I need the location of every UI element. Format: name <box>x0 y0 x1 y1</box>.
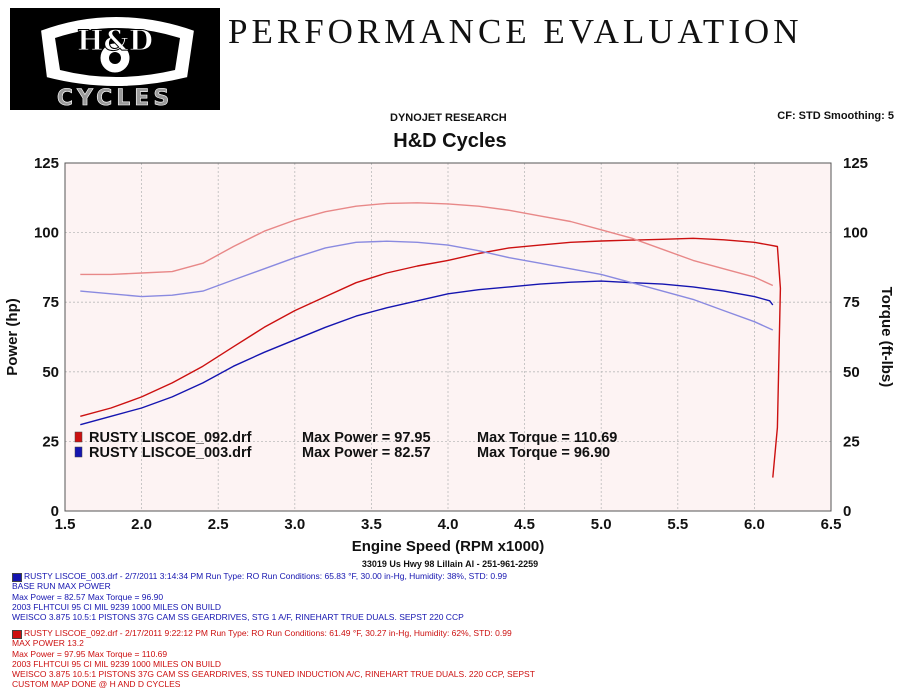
dynojet-label: DYNOJET RESEARCH <box>390 112 507 124</box>
y-tick-label-right: 100 <box>843 225 868 242</box>
legend-max-power: Max Power = 82.57 <box>302 445 431 461</box>
run-note-line: CUSTOM MAP DONE @ H AND D CYCLES <box>12 679 181 690</box>
x-tick-label: 6.5 <box>821 516 842 533</box>
y-tick-label-left: 125 <box>34 155 59 172</box>
legend-swatch <box>74 446 83 458</box>
y-tick-label-right: 0 <box>843 503 851 520</box>
legend-max-power: Max Power = 97.95 <box>302 430 431 446</box>
y-tick-label-left: 0 <box>51 503 59 520</box>
axis-ticks: 1.5 2.0 2.5 3.0 3.5 4.0 4.5 5.0 5.5 6.0 6.50 025 255… <box>34 155 868 533</box>
run-note-line: Max Power = 97.95 Max Torque = 110.69 <box>12 648 168 659</box>
x-tick-label: 1.5 <box>55 516 76 533</box>
x-tick-label: 5.0 <box>591 516 612 533</box>
y-tick-label-right: 125 <box>843 155 868 172</box>
shop-address: 33019 Us Hwy 98 Lillain Al - 251-961-225… <box>361 559 539 569</box>
run-notes-blue: RUSTY LISCOE_003.drf - 2/7/2011 3:14:34 … <box>12 571 507 622</box>
series-layer <box>80 202 782 478</box>
legend-max-torque: Max Torque = 96.90 <box>477 445 610 461</box>
run-swatch-blue <box>12 573 22 582</box>
legend-max-torque: Max Torque = 110.69 <box>477 430 617 446</box>
x-tick-label: 4.5 <box>514 516 535 533</box>
logo-bottom-text: CYCLES <box>57 86 173 110</box>
run-note-line: WEISCO 3.875 10.5:1 PISTONS 37G CAM SS G… <box>12 612 464 623</box>
y-tick-label-left: 75 <box>42 294 59 311</box>
run-note-line: BASE RUN MAX POWER <box>12 581 111 592</box>
y-tick-label-right: 50 <box>843 364 860 381</box>
chart-title: H&D Cycles <box>393 130 507 152</box>
legend-file: RUSTY LISCOE_092.drf <box>89 430 252 446</box>
series-line-2-power <box>80 280 774 426</box>
legend-file: RUSTY LISCOE_003.drf <box>89 445 252 461</box>
x-tick-label: 3.5 <box>361 516 382 533</box>
x-tick-label: 4.0 <box>438 516 459 533</box>
series-line-0-power <box>80 237 782 478</box>
y-tick-label-left: 100 <box>34 225 59 242</box>
x-tick-label: 5.5 <box>667 516 688 533</box>
y-tick-label-right: 25 <box>843 433 860 450</box>
cf-smoothing-label: CF: STD Smoothing: 5 <box>777 110 894 122</box>
y-tick-label-right: 75 <box>843 294 860 311</box>
legend: RUSTY LISCOE_092.drf Max Power = 97.95 Max… <box>74 430 617 461</box>
page-title: PERFORMANCE EVALUATION <box>228 12 803 51</box>
run-note-line: 2003 FLHTCUI 95 CI MIL 9239 1000 MILES O… <box>12 601 221 612</box>
logo-top-text: H&D <box>77 24 153 57</box>
x-tick-label: 6.0 <box>744 516 765 533</box>
legend-swatch <box>74 431 83 443</box>
run-note-line: Max Power = 82.57 Max Torque = 96.90 <box>12 591 164 602</box>
series-line-3-torque <box>80 240 774 331</box>
run-notes-red: RUSTY LISCOE_092.drf - 2/17/2011 9:22:12… <box>12 628 535 690</box>
y-tick-label-left: 50 <box>42 364 59 381</box>
run-note-line: WEISCO 3.875 10.5:1 PISTONS 37G CAM SS G… <box>12 669 535 680</box>
shop-logo: H&D CYCLES <box>10 8 220 110</box>
run-swatch-red <box>12 630 22 639</box>
y-axis-label-left: Power (hp) <box>4 298 21 376</box>
dyno-chart: 1.5 2.0 2.5 3.0 3.5 4.0 4.5 5.0 5.5 6.0 6.50 025 255… <box>4 155 895 555</box>
run-note-line: RUSTY LISCOE_003.drf - 2/7/2011 3:14:34 … <box>24 571 507 581</box>
series-line-1-torque <box>80 202 774 287</box>
x-axis-label: Engine Speed (RPM x1000) <box>352 538 545 555</box>
x-tick-label: 2.0 <box>131 516 152 533</box>
plot-frame <box>64 162 832 512</box>
x-tick-label: 2.5 <box>208 516 229 533</box>
y-tick-label-left: 25 <box>42 433 59 450</box>
run-note-line: MAX POWER 13.2 <box>12 638 84 649</box>
run-note-line: 2003 FLHTCUI 95 CI MIL 9239 1000 MILES O… <box>12 658 221 669</box>
x-tick-label: 3.0 <box>284 516 305 533</box>
run-note-line: RUSTY LISCOE_092.drf - 2/17/2011 9:22:12… <box>24 628 512 638</box>
y-axis-label-right: Torque (ft-lbs) <box>878 287 895 388</box>
